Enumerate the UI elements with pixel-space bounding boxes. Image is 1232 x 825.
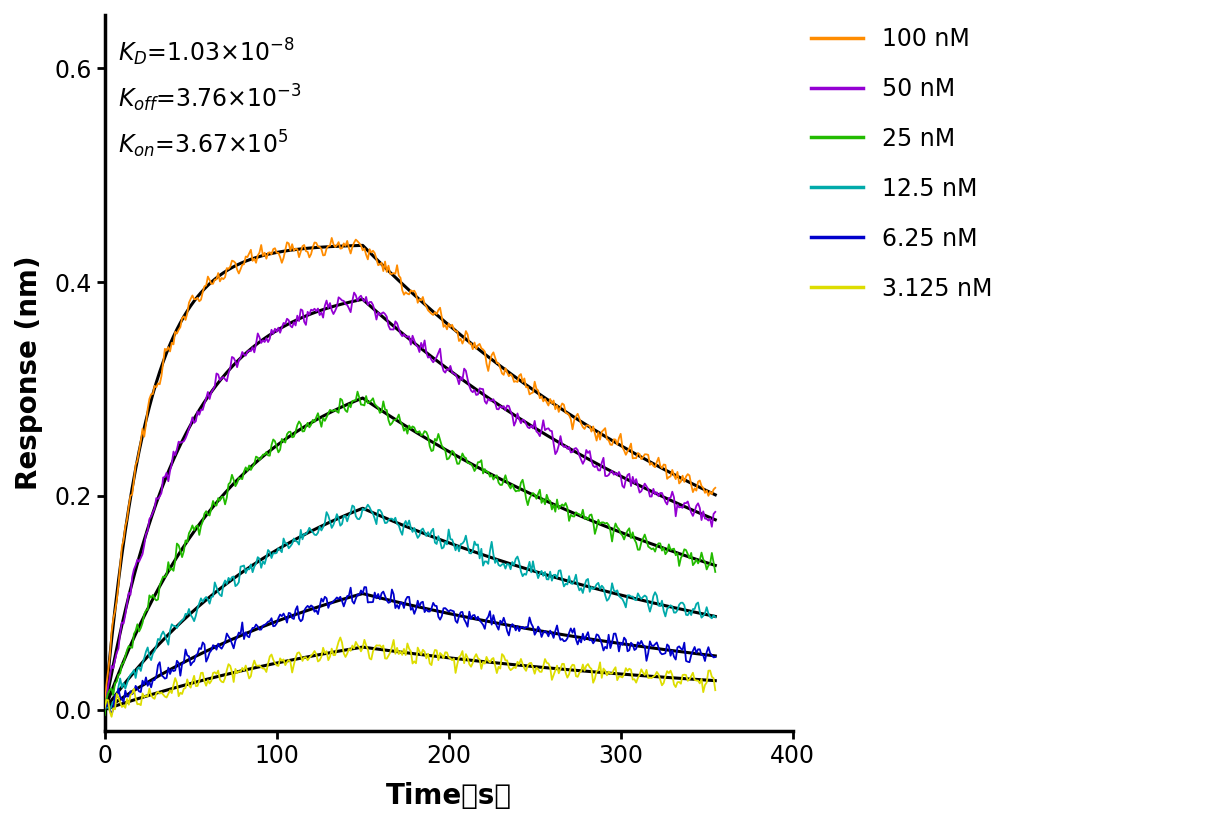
X-axis label: Time（s）: Time（s）: [386, 782, 511, 810]
Text: $K_D$=1.03×10$^{-8}$
$K_{off}$=3.76×10$^{-3}$
$K_{on}$=3.67×10$^{5}$: $K_D$=1.03×10$^{-8}$ $K_{off}$=3.76×10$^…: [118, 36, 302, 160]
Y-axis label: Response (nm): Response (nm): [15, 256, 43, 490]
Legend: 100 nM, 50 nM, 25 nM, 12.5 nM, 6.25 nM, 3.125 nM: 100 nM, 50 nM, 25 nM, 12.5 nM, 6.25 nM, …: [812, 26, 993, 300]
